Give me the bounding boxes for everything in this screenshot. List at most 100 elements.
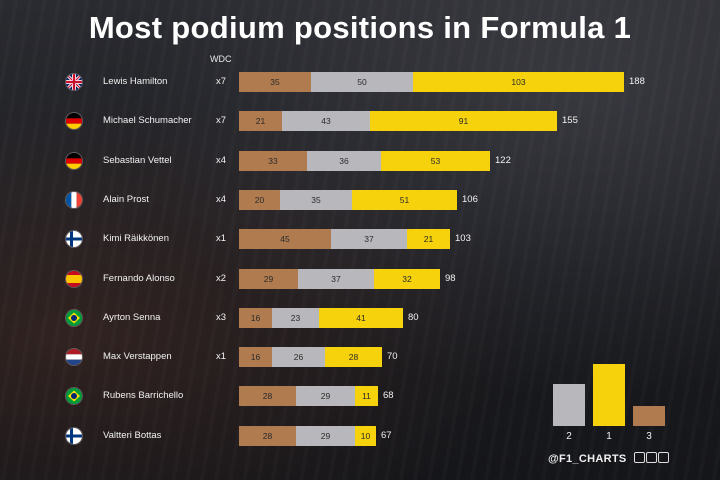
flag-fi-icon [66,231,82,248]
wdc-count: x7 [216,115,227,127]
flag-uk-icon [66,74,82,90]
driver-name: Sebastian Vettel [103,154,172,166]
bar-segment-gold: 28 [325,347,382,368]
wdc-count: x1 [216,233,227,245]
driver-name: Michael Schumacher [103,115,192,127]
driver-name: Max Verstappen [103,351,172,363]
chart-row: Max Verstappen x1 16 26 28 70 [0,347,720,368]
stacked-bar: 21 43 91 [239,111,557,132]
bar-segment-silver: 26 [272,347,325,368]
chart-row: Fernando Alonso x2 29 37 32 98 [0,268,720,289]
driver-name: Valtteri Bottas [103,429,162,441]
bar-segment-bronze: 16 [239,347,272,368]
wdc-count: x1 [216,351,227,363]
total-label: 103 [455,233,471,245]
flag-br-icon [66,309,82,326]
total-label: 70 [387,351,398,363]
bar-segment-gold: 51 [352,189,457,210]
facebook-icon [657,452,669,463]
flag-fi-icon [66,427,82,444]
wdc-count: x4 [216,193,227,205]
flag-es-icon [66,270,82,287]
bar-segment-bronze: 35 [239,72,311,92]
legend-second-block [553,384,585,426]
bar-segment-bronze: 21 [239,111,282,132]
bar-segment-silver: 37 [331,229,407,250]
chart-title: Most podium positions in Formula 1 [88,10,632,45]
bar-segment-bronze: 33 [239,150,307,171]
chart-row: Kimi Räikkönen x1 45 37 21 103 [0,229,720,250]
podium-legend: 2 1 3 [548,356,678,446]
legend-third-label: 3 [646,431,652,442]
bar-segment-bronze: 20 [239,189,280,210]
total-label: 98 [445,272,456,284]
total-label: 155 [562,115,578,127]
bar-segment-gold: 53 [381,150,490,171]
bar-segment-gold: 11 [355,386,378,407]
bar-segment-bronze: 28 [239,386,296,407]
bar-segment-silver: 43 [282,111,370,132]
total-label: 68 [383,390,394,402]
chart-row: Michael Schumacher x7 21 43 91 155 [0,111,720,132]
wdc-count: x3 [216,311,227,323]
bar-segment-gold: 32 [374,268,440,289]
stacked-bar: 45 37 21 [239,229,450,250]
flag-fr-icon [66,191,82,208]
legend-third-block [633,406,665,426]
legend-second-label: 2 [566,431,572,442]
social-icons [633,452,669,466]
bar-segment-silver: 29 [296,386,355,407]
twitter-icon [645,452,657,463]
chart-row: Sebastian Vettel x4 33 36 53 122 [0,150,720,171]
flag-br-icon [66,388,82,405]
driver-name: Fernando Alonso [103,272,175,284]
total-label: 80 [408,311,419,323]
stacked-bar: 16 23 41 [239,307,403,328]
bar-segment-silver: 29 [296,425,355,446]
wdc-count: x4 [216,154,227,166]
chart-row: Alain Prost x4 20 35 51 106 [0,189,720,210]
stacked-bar: 33 36 53 [239,150,490,171]
credit: @F1_CHARTS [548,452,669,466]
stacked-bar: 29 37 32 [239,268,440,289]
bar-segment-bronze: 29 [239,268,298,289]
flag-nl-icon [66,349,82,366]
driver-name: Alain Prost [103,193,149,205]
bar-segment-gold: 41 [319,307,403,328]
total-label: 122 [495,154,511,166]
bar-segment-silver: 37 [298,268,374,289]
stacked-bar: 28 29 11 [239,386,378,407]
total-label: 188 [629,76,645,87]
wdc-column-header: WDC [210,54,232,64]
bar-segment-silver: 35 [280,189,352,210]
driver-name: Rubens Barrichello [103,390,184,402]
chart-row: Rubens Barrichello 28 29 11 68 [0,386,720,407]
instagram-icon [633,452,645,463]
chart-row: Valtteri Bottas 28 29 10 67 [0,425,720,446]
chart-row: Lewis Hamilton x7 35 50 103 188 [0,72,720,92]
bar-segment-silver: 50 [311,72,413,92]
credit-handle: @F1_CHARTS [548,452,627,465]
legend-first-block [593,364,625,426]
bar-segment-silver: 23 [272,307,319,328]
wdc-count: x2 [216,272,227,284]
driver-name: Lewis Hamilton [103,76,168,87]
legend-first-label: 1 [606,431,612,442]
flag-de-icon [66,152,82,169]
driver-name: Ayrton Senna [103,311,161,323]
flag-de-icon [66,113,82,130]
driver-name: Kimi Räikkönen [103,233,169,245]
bar-segment-gold: 10 [355,425,376,446]
bar-segment-gold: 91 [370,111,557,132]
bar-segment-bronze: 45 [239,229,331,250]
wdc-count: x7 [216,76,227,87]
stacked-bar: 20 35 51 [239,189,457,210]
total-label: 67 [381,429,392,441]
chart-row: Ayrton Senna x3 16 23 41 80 [0,307,720,328]
bar-segment-gold: 21 [407,229,450,250]
bar-segment-silver: 36 [307,150,381,171]
bar-segment-bronze: 28 [239,425,296,446]
bar-segment-gold: 103 [413,72,624,92]
stacked-bar: 28 29 10 [239,425,376,446]
bar-segment-bronze: 16 [239,307,272,328]
